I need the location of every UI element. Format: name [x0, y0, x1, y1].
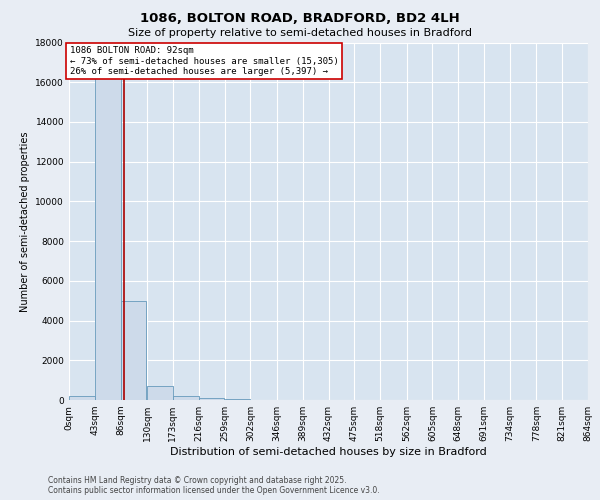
Bar — [147, 386, 173, 400]
Bar — [95, 72, 121, 400]
X-axis label: Distribution of semi-detached houses by size in Bradford: Distribution of semi-detached houses by … — [170, 447, 487, 457]
Bar — [121, 300, 146, 400]
Y-axis label: Number of semi-detached properties: Number of semi-detached properties — [20, 131, 30, 312]
Bar — [225, 399, 250, 400]
Bar — [69, 396, 95, 400]
Bar — [173, 396, 199, 400]
Bar — [199, 398, 224, 400]
Text: Contains HM Land Registry data © Crown copyright and database right 2025.
Contai: Contains HM Land Registry data © Crown c… — [48, 476, 380, 495]
Text: 1086 BOLTON ROAD: 92sqm
← 73% of semi-detached houses are smaller (15,305)
26% o: 1086 BOLTON ROAD: 92sqm ← 73% of semi-de… — [70, 46, 338, 76]
Text: 1086, BOLTON ROAD, BRADFORD, BD2 4LH: 1086, BOLTON ROAD, BRADFORD, BD2 4LH — [140, 12, 460, 26]
Text: Size of property relative to semi-detached houses in Bradford: Size of property relative to semi-detach… — [128, 28, 472, 38]
